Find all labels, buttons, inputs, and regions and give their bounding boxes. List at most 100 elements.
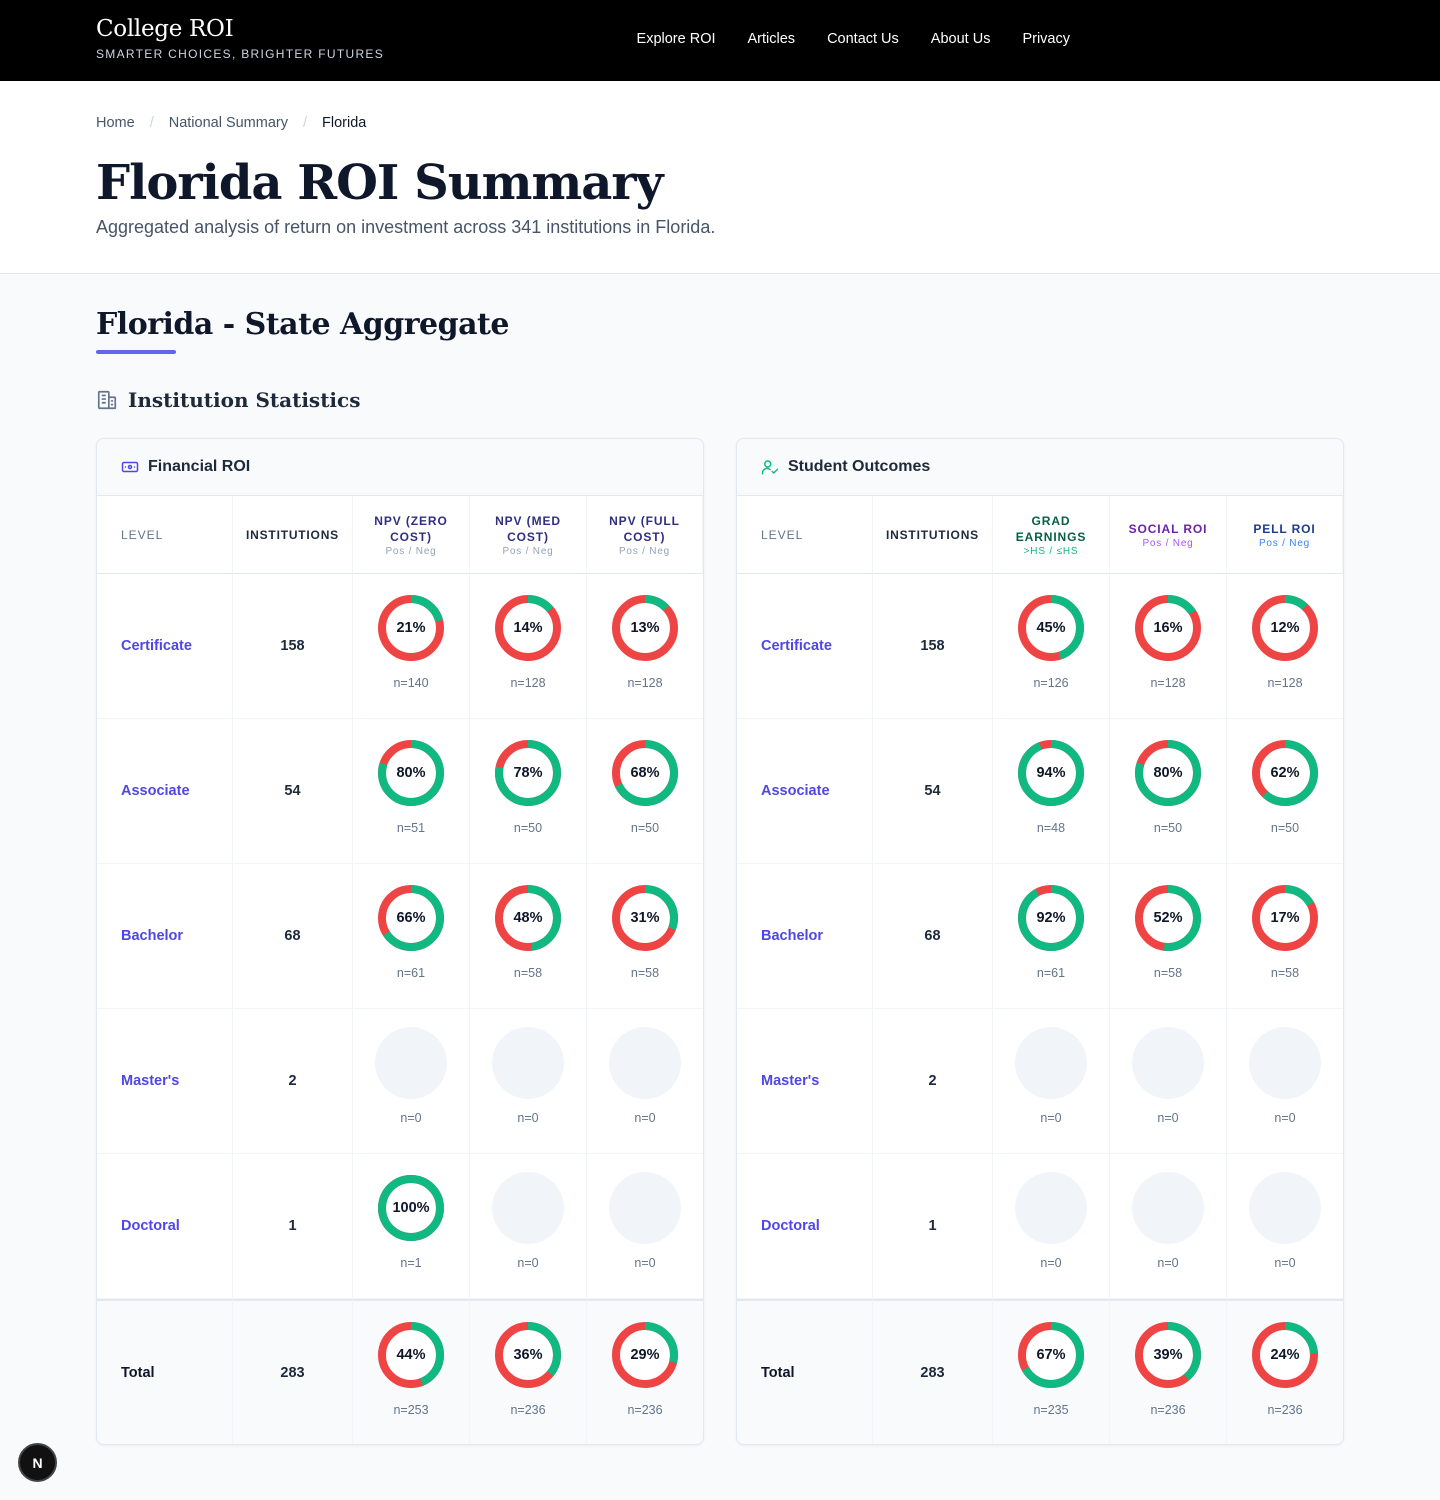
- donut-percent-label: [609, 1027, 681, 1099]
- breadcrumb: Home / National Summary / Florida: [96, 115, 366, 131]
- donut-chart: [1132, 1027, 1204, 1099]
- nav-contact-us[interactable]: Contact Us: [827, 31, 899, 47]
- donut-positive-arc: [1135, 595, 1201, 661]
- level-link-certificate[interactable]: Certificate: [97, 574, 233, 719]
- donut-chart: 39%: [1132, 1319, 1204, 1391]
- donut-chart: 62%: [1249, 737, 1321, 809]
- nav-privacy[interactable]: Privacy: [1022, 31, 1070, 47]
- donut-svg: [1018, 740, 1084, 806]
- donut-empty-disc: [609, 1172, 681, 1244]
- roi-cell: 67% n=235: [993, 1299, 1110, 1444]
- level-link-bachelor[interactable]: Bachelor: [737, 864, 873, 1009]
- donut-positive-arc: [1252, 885, 1318, 951]
- institution-count: 68: [873, 864, 993, 1009]
- level-link-doctoral[interactable]: Doctoral: [737, 1154, 873, 1299]
- level-link-masters[interactable]: Master's: [97, 1009, 233, 1154]
- donut-positive-arc: [495, 595, 561, 661]
- institution-count: 54: [233, 719, 353, 864]
- sample-size-label: n=0: [400, 1111, 422, 1125]
- roi-cell: 44% n=253: [353, 1299, 470, 1444]
- total-row-label: Total: [97, 1299, 233, 1444]
- donut-percent-label: 14%: [513, 620, 543, 636]
- roi-cell: n=0: [1227, 1154, 1343, 1299]
- donut-svg: [1252, 1321, 1318, 1388]
- donut-positive-arc: [495, 885, 561, 951]
- roi-cell: 16% n=128: [1110, 574, 1227, 719]
- roi-cell: 92% n=61: [993, 864, 1110, 1009]
- roi-cell: 14% n=128: [470, 574, 587, 719]
- roi-cell: 66% n=61: [353, 864, 470, 1009]
- donut-chart: 21%: [375, 592, 447, 664]
- roi-cell: n=0: [993, 1009, 1110, 1154]
- nav-about-us[interactable]: About Us: [930, 31, 991, 47]
- brand-title[interactable]: College ROI: [96, 16, 234, 42]
- roi-cell: 45% n=126: [993, 574, 1110, 719]
- donut-svg: [1018, 1321, 1084, 1388]
- level-link-certificate[interactable]: Certificate: [737, 574, 873, 719]
- sample-size-label: n=50: [630, 821, 660, 835]
- roi-cell: n=0: [353, 1009, 470, 1154]
- hero-section: Home / National Summary / Florida Florid…: [0, 81, 1440, 274]
- sample-size-label: n=128: [1150, 676, 1186, 690]
- roi-cell: 24% n=236: [1227, 1299, 1343, 1444]
- metric-column-subtitle: Pos / Neg: [1142, 537, 1194, 549]
- donut-positive-arc: [1252, 740, 1318, 806]
- donut-empty-disc: [1015, 1027, 1087, 1099]
- donut-percent-label: [1015, 1027, 1087, 1099]
- donut-percent-label: 45%: [1036, 620, 1066, 636]
- breadcrumb-home[interactable]: Home: [96, 115, 135, 131]
- metric-column-subtitle: Pos / Neg: [502, 545, 554, 557]
- donut-chart: 31%: [609, 882, 681, 954]
- metric-column-subtitle: Pos / Neg: [385, 545, 437, 557]
- level-link-masters[interactable]: Master's: [737, 1009, 873, 1154]
- donut-positive-arc: [1135, 740, 1201, 806]
- sample-size-label: n=0: [1040, 1256, 1062, 1270]
- donut-svg: [1018, 885, 1084, 951]
- donut-chart: 17%: [1249, 882, 1321, 954]
- level-link-associate[interactable]: Associate: [737, 719, 873, 864]
- donut-svg: [1249, 1027, 1321, 1099]
- level-link-associate[interactable]: Associate: [97, 719, 233, 864]
- donut-svg: [612, 1321, 678, 1388]
- donut-chart: 68%: [609, 737, 681, 809]
- metric-column-header: NPV (MED COST) Pos / Neg: [470, 496, 587, 574]
- metric-column-header: GRAD EARNINGS >HS / ≤HS: [993, 496, 1110, 574]
- nav-articles[interactable]: Articles: [747, 31, 796, 47]
- donut-chart: [1015, 1172, 1087, 1244]
- donut-svg: [609, 1027, 681, 1099]
- metric-column-header: PELL ROI Pos / Neg: [1227, 496, 1343, 574]
- nav-explore-roi[interactable]: Explore ROI: [636, 31, 716, 47]
- donut-percent-label: [1249, 1172, 1321, 1244]
- donut-empty-disc: [1249, 1027, 1321, 1099]
- donut-chart: 24%: [1249, 1319, 1321, 1391]
- donut-empty-disc: [1132, 1027, 1204, 1099]
- roi-cell: 17% n=58: [1227, 864, 1343, 1009]
- institution-count: 283: [873, 1299, 993, 1444]
- donut-chart: 29%: [609, 1319, 681, 1391]
- sample-size-label: n=236: [627, 1402, 663, 1417]
- donut-positive-arc: [495, 740, 561, 806]
- donut-chart: 52%: [1132, 882, 1204, 954]
- donut-svg: [378, 885, 444, 951]
- donut-percent-label: 48%: [513, 910, 543, 926]
- donut-chart: 80%: [375, 737, 447, 809]
- level-link-doctoral[interactable]: Doctoral: [97, 1154, 233, 1299]
- donut-svg: [612, 885, 678, 951]
- donut-svg: [1132, 1172, 1204, 1244]
- level-link-bachelor[interactable]: Bachelor: [97, 864, 233, 1009]
- donut-svg: [1135, 1321, 1201, 1388]
- donut-chart: 12%: [1249, 592, 1321, 664]
- page-title: Florida ROI Summary: [96, 155, 664, 211]
- donut-empty-disc: [492, 1027, 564, 1099]
- level-column-header: LEVEL: [97, 496, 233, 574]
- donut-svg: [1252, 595, 1318, 661]
- donut-percent-label: 80%: [396, 765, 426, 781]
- roi-cell: 100% n=1: [353, 1154, 470, 1299]
- donut-positive-arc: [612, 740, 678, 806]
- donut-percent-label: 66%: [396, 910, 426, 926]
- donut-chart: 16%: [1132, 592, 1204, 664]
- next-dev-badge[interactable]: N: [18, 1443, 57, 1482]
- donut-chart: 36%: [492, 1319, 564, 1391]
- roi-cell: 13% n=128: [587, 574, 703, 719]
- breadcrumb-national-summary[interactable]: National Summary: [168, 115, 288, 131]
